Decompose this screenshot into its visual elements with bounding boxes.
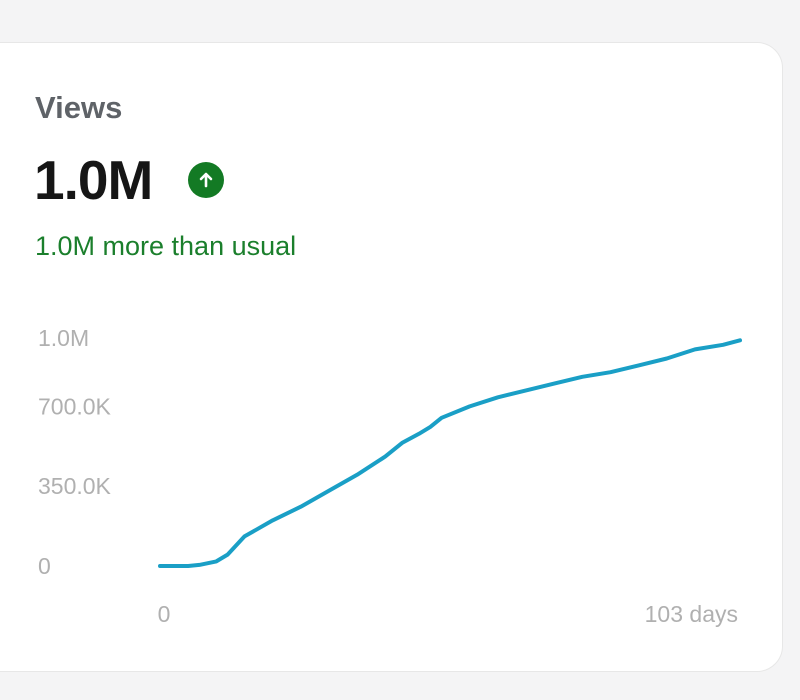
y-tick-label: 700.0K [38, 393, 112, 419]
views-series-line [158, 338, 742, 568]
metric-title: Views [35, 90, 123, 125]
x-tick-label: 0 [158, 601, 171, 627]
metric-value: 1.0M [34, 149, 153, 211]
y-tick-label: 0 [38, 553, 51, 579]
views-card [0, 42, 783, 672]
x-tick-label: 103 days [645, 601, 738, 627]
y-tick-label: 1.0M [38, 325, 89, 351]
arrow-up-icon [188, 162, 224, 198]
comparison-text: 1.0M more than usual [35, 231, 297, 261]
y-tick-label: 350.0K [38, 473, 112, 499]
